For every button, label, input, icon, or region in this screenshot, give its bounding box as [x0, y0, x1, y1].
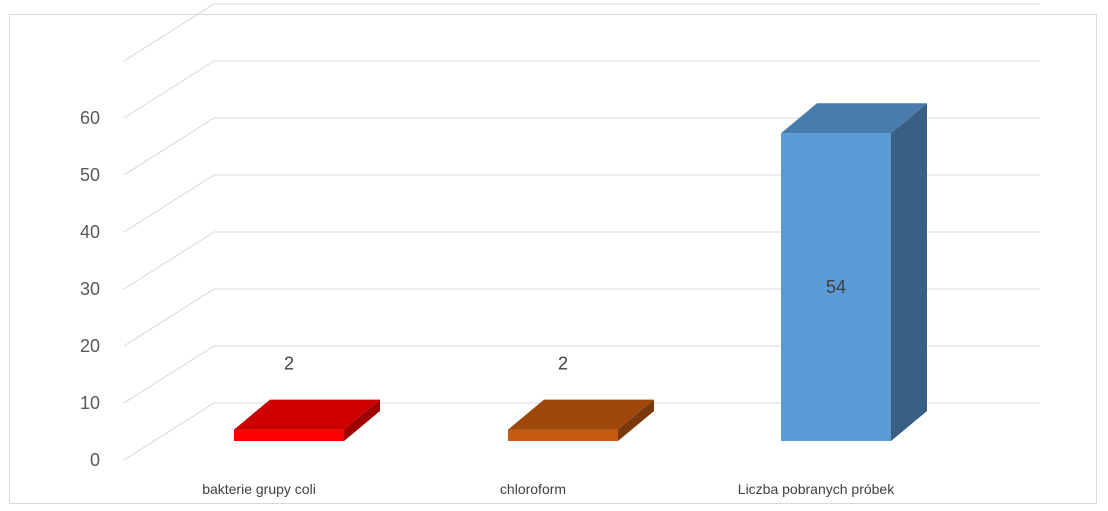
gridline	[123, 60, 1040, 119]
bar	[781, 103, 927, 441]
gridline	[123, 231, 1040, 290]
data-label: 2	[558, 354, 568, 374]
bars	[234, 103, 927, 441]
bar	[508, 399, 654, 441]
bar-top	[781, 103, 927, 134]
y-tick-label: 30	[80, 279, 100, 299]
bar-side	[344, 399, 380, 441]
y-tick-label: 20	[80, 336, 100, 356]
gridline	[123, 288, 1040, 347]
category-label: Liczba pobranych próbek	[738, 481, 895, 497]
y-tick-label: 0	[90, 450, 100, 470]
chart-walls	[123, 402, 1040, 461]
data-labels: 2 2 54	[284, 277, 846, 374]
bar	[234, 399, 380, 441]
bar-front	[234, 429, 344, 441]
y-tick-label: 50	[80, 165, 100, 185]
category-label: bakterie grupy coli	[202, 481, 316, 497]
bar-top	[234, 399, 380, 430]
bar-side	[618, 399, 654, 441]
bar-front	[508, 429, 618, 441]
data-label: 2	[284, 354, 294, 374]
floor-edge	[123, 402, 1040, 461]
y-axis-tick-labels: 0 10 20 30 40 50 60	[80, 108, 100, 470]
gridline	[123, 174, 1040, 233]
category-labels: bakterie grupy coli chloroform Liczba pobr…	[202, 481, 895, 497]
bar-side	[891, 103, 927, 441]
gridlines	[123, 3, 1040, 404]
bar-top	[508, 399, 654, 430]
gridline	[123, 345, 1040, 404]
y-tick-label: 10	[80, 393, 100, 413]
gridline	[123, 117, 1040, 176]
y-tick-label: 60	[80, 108, 100, 128]
bar-front	[781, 133, 891, 441]
gridline	[123, 3, 1040, 62]
data-label: 54	[826, 277, 846, 297]
category-label: chloroform	[500, 481, 566, 497]
y-tick-label: 40	[80, 222, 100, 242]
